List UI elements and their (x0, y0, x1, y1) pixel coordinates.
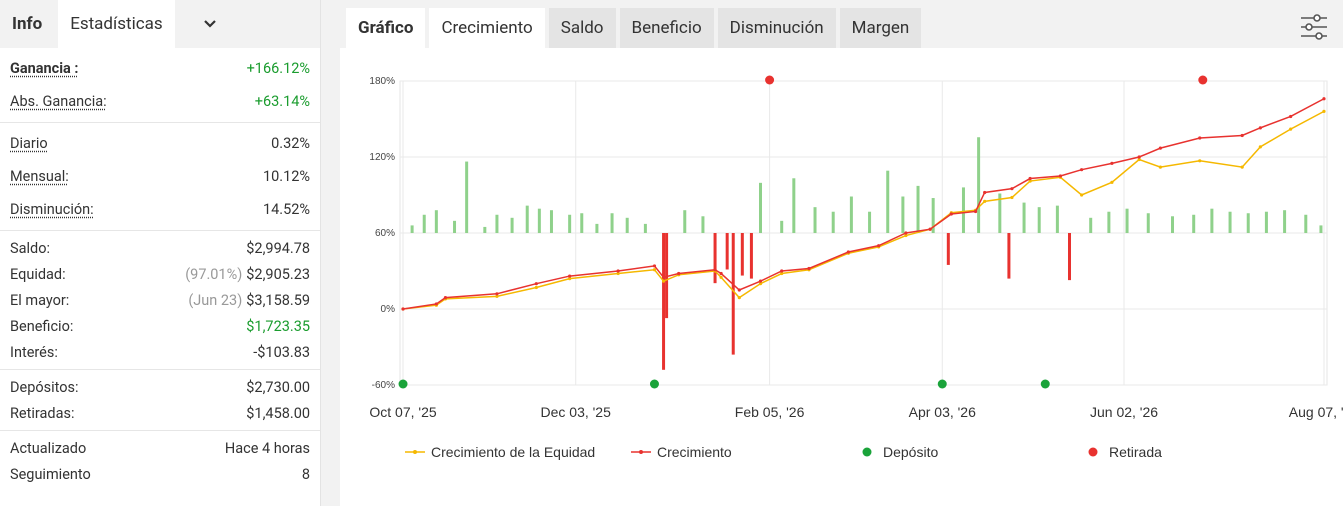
stat-number: +166.12% (246, 60, 310, 77)
stat-group: Depósitos: $2,730.00 Retiradas: $1,458.00 (0, 370, 320, 431)
stat-label: Interés: (10, 343, 58, 361)
tab[interactable]: Disminución (717, 8, 836, 48)
stat-number: $2,994.78 (246, 239, 310, 257)
chevron-icon (203, 20, 216, 28)
stat-group: Actualizado Hace 4 horas Seguimiento 8 (0, 431, 320, 491)
stat-row: Mensual: 10.12% (0, 160, 320, 193)
stat-group: Saldo: $2,994.78 Equidad: (97.01%) $2,905.23… (0, 231, 320, 370)
stat-value: $2,994.78 (246, 240, 310, 257)
stat-note: (97.01%) (185, 265, 243, 283)
settings-icon[interactable] (1299, 12, 1329, 42)
stat-label: Saldo: (10, 239, 50, 257)
stat-label: Seguimiento (10, 465, 91, 483)
stat-value: $1,458.00 (246, 405, 310, 422)
stat-row: El mayor: (Jun 23) $3,158.59 (0, 287, 320, 313)
stat-number: $1,723.35 (246, 317, 310, 335)
stat-row: Saldo: $2,994.78 (0, 235, 320, 261)
tab[interactable]: Saldo (548, 8, 616, 48)
right-tabs: Gráfico Crecimiento Saldo Beneficio Disminuc… (340, 0, 1343, 48)
stat-label: Diario (10, 135, 48, 152)
tab[interactable]: Info (0, 0, 55, 48)
stat-row: Interés: -$103.83 (0, 339, 320, 365)
stat-label: Equidad: (10, 265, 66, 283)
stat-number: $3,158.59 (246, 291, 310, 309)
stat-label: Depósitos: (10, 378, 79, 396)
stat-group: Ganancia : +166.12% Abs. Ganancia: +63.14% (0, 48, 320, 123)
tab[interactable]: Crecimiento (429, 8, 545, 48)
stat-row: Equidad: (97.01%) $2,905.23 (0, 261, 320, 287)
stat-row: Seguimiento 8 (0, 461, 320, 487)
tab[interactable]: Beneficio (619, 8, 714, 48)
stat-row: Retiradas: $1,458.00 (0, 400, 320, 426)
stats-panel: Info Estadísticas Ganancia : +166.12% Abs. … (0, 0, 321, 506)
stat-number: $1,458.00 (246, 404, 310, 422)
stat-number: -$103.83 (253, 343, 310, 361)
stat-note: (Jun 23) (188, 291, 243, 309)
stat-label: Actualizado (10, 439, 87, 457)
stat-number: 10.12% (262, 168, 310, 185)
stat-label: Abs. Ganancia: (10, 93, 107, 110)
stat-label: El mayor: (10, 291, 70, 309)
stat-value: +63.14% (255, 93, 310, 110)
stats: Ganancia : +166.12% Abs. Ganancia: +63.14% D… (0, 48, 320, 491)
stat-value: $2,730.00 (246, 379, 310, 396)
tab[interactable]: Estadísticas (58, 0, 175, 48)
stat-value: (97.01%) $2,905.23 (185, 266, 310, 283)
stat-row: Abs. Ganancia: +63.14% (0, 85, 320, 118)
stat-label: Disminución: (10, 201, 94, 218)
stat-value: 14.52% (263, 201, 310, 218)
stat-label: Mensual: (10, 168, 69, 185)
stat-row: Actualizado Hace 4 horas (0, 435, 320, 461)
stat-number: $2,730.00 (246, 378, 310, 396)
dropdown[interactable] (178, 0, 229, 48)
stat-label: Retiradas: (10, 404, 75, 422)
stat-row: Depósitos: $2,730.00 (0, 374, 320, 400)
stat-row: Beneficio: $1,723.35 (0, 313, 320, 339)
stat-label: Beneficio: (10, 317, 74, 335)
chart-panel: Gráfico Crecimiento Saldo Beneficio Disminuc… (340, 0, 1343, 506)
stat-number: $2,905.23 (246, 265, 310, 283)
stat-number: 14.52% (262, 201, 310, 218)
stat-number: 0.32% (271, 135, 310, 152)
tab[interactable]: Margen (839, 8, 922, 48)
stat-value: Hace 4 horas (225, 440, 310, 457)
stat-value: -$103.83 (253, 344, 310, 361)
stat-value: 0.32% (271, 135, 310, 152)
tab[interactable]: Gráfico (346, 8, 426, 48)
stat-value: 8 (302, 466, 310, 483)
stat-row: Ganancia : +166.12% (0, 52, 320, 85)
stat-number: +63.14% (254, 93, 310, 110)
stat-number: Hace 4 horas (224, 439, 310, 457)
stat-row: Disminución: 14.52% (0, 193, 320, 226)
stat-row: Diario 0.32% (0, 127, 320, 160)
stat-label: Ganancia : (10, 60, 79, 77)
stat-value: +166.12% (247, 60, 310, 77)
stat-value: 10.12% (263, 168, 310, 185)
left-tabs: Info Estadísticas (0, 0, 320, 48)
stat-value: (Jun 23) $3,158.59 (188, 292, 310, 309)
stat-value: $1,723.35 (246, 318, 310, 335)
stat-number: 8 (301, 465, 310, 483)
stat-group: Diario 0.32% Mensual: 10.12% Disminución: 14.… (0, 123, 320, 231)
